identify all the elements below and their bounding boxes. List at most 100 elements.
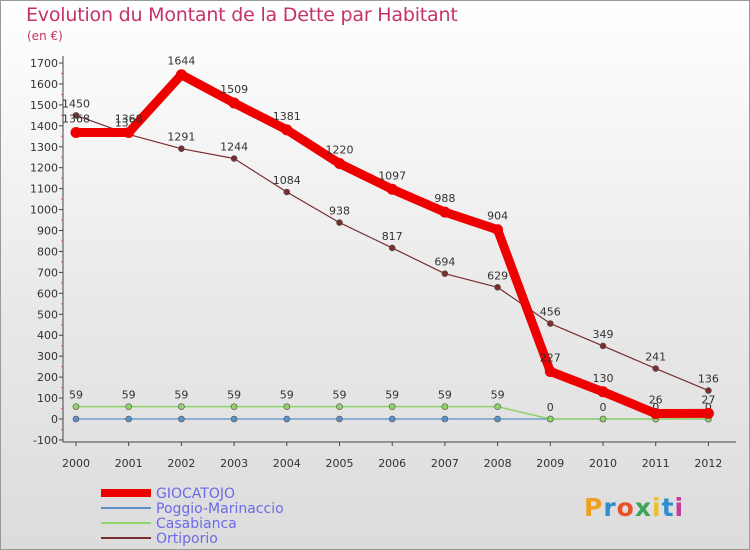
data-label: 1450 — [62, 97, 90, 110]
y-tick-label: 700 — [37, 266, 58, 279]
x-tick-label: 2009 — [536, 457, 564, 470]
y-tick-label: 1700 — [30, 57, 58, 70]
series-line — [71, 70, 713, 419]
data-point — [334, 158, 345, 170]
y-tick-label: 1300 — [30, 141, 58, 154]
data-label: 59 — [227, 389, 241, 402]
data-label: 1644 — [167, 55, 195, 68]
chart-title: Evolution du Montant de la Dette par Hab… — [26, 4, 458, 26]
x-tick-label: 2008 — [484, 457, 512, 470]
data-label: 1097 — [378, 169, 406, 182]
data-point — [72, 112, 80, 119]
data-point — [283, 188, 291, 196]
data-point — [230, 155, 238, 162]
data-point — [494, 283, 501, 291]
y-tick-label: 800 — [37, 245, 58, 258]
data-point — [388, 415, 396, 423]
data-point — [494, 415, 501, 423]
data-label: 59 — [438, 389, 452, 402]
data-label: 1084 — [273, 174, 301, 187]
data-point — [702, 407, 714, 419]
y-tick-label: 900 — [37, 225, 58, 238]
legend-label: GIOCATOJO — [156, 486, 235, 502]
data-label: 456 — [540, 306, 561, 319]
data-label: 26 — [649, 394, 663, 407]
legend-label: Poggio-Marinaccio — [156, 501, 284, 517]
y-tick-label: 300 — [37, 350, 58, 363]
data-point — [441, 403, 449, 410]
data-label: 0 — [600, 401, 607, 414]
data-point — [178, 403, 185, 410]
data-point — [72, 415, 80, 423]
data-point — [123, 127, 135, 139]
data-label: 1291 — [167, 131, 195, 144]
data-label: 904 — [487, 210, 508, 223]
data-point — [388, 244, 396, 252]
data-point — [230, 403, 238, 410]
data-label: 629 — [487, 269, 508, 282]
data-point — [705, 387, 712, 394]
data-label: 59 — [491, 389, 505, 402]
data-point — [546, 320, 554, 327]
logo-letter: i — [674, 493, 685, 522]
data-label: 227 — [540, 351, 561, 364]
x-tick-label: 2003 — [220, 457, 248, 470]
data-point — [441, 270, 449, 277]
y-tick-label: 0 — [51, 413, 58, 426]
data-label: 0 — [652, 401, 659, 414]
y-tick-label: 600 — [37, 287, 58, 300]
y-tick-label: -100 — [33, 434, 58, 447]
data-point — [228, 97, 240, 109]
data-point — [492, 224, 504, 236]
data-point — [336, 403, 343, 410]
x-tick-label: 2000 — [62, 457, 90, 470]
data-label: 0 — [547, 401, 554, 414]
y-tick-label: 1000 — [30, 204, 58, 217]
data-label: 988 — [434, 192, 455, 205]
data-point — [494, 403, 501, 410]
data-point — [70, 127, 82, 139]
y-tick-label: 400 — [37, 329, 58, 342]
data-label: 241 — [645, 351, 666, 364]
data-label: 59 — [69, 389, 83, 402]
data-point — [652, 365, 660, 372]
y-tick-label: 1400 — [30, 120, 58, 133]
x-tick-label: 2005 — [326, 457, 354, 470]
data-label: 694 — [434, 256, 455, 269]
data-point — [175, 69, 187, 81]
data-label: 1509 — [220, 83, 248, 96]
data-label: 136 — [698, 373, 719, 386]
data-label: 1368 — [62, 113, 90, 126]
series-line — [75, 114, 710, 392]
y-tick-label: 1100 — [30, 183, 58, 196]
data-point — [546, 415, 554, 423]
x-tick-label: 2007 — [431, 457, 459, 470]
data-point — [230, 415, 238, 423]
data-point — [650, 408, 662, 420]
data-point — [599, 342, 607, 350]
data-label: 59 — [385, 389, 399, 402]
chart-subtitle: (en €) — [27, 29, 63, 43]
y-tick-label: 1500 — [30, 99, 58, 112]
data-point — [599, 415, 607, 423]
x-tick-label: 2010 — [589, 457, 617, 470]
data-point — [336, 219, 343, 226]
data-point — [283, 403, 291, 410]
data-point — [441, 415, 449, 423]
data-point — [178, 415, 185, 423]
data-label: 1381 — [273, 110, 301, 123]
data-label: 349 — [593, 328, 614, 341]
x-tick-label: 2011 — [642, 457, 670, 470]
logo-letter: x — [634, 493, 652, 522]
data-label: 1244 — [220, 141, 248, 154]
y-tick-label: 200 — [37, 371, 58, 384]
data-label: 59 — [280, 389, 294, 402]
data-point — [597, 386, 609, 398]
x-tick-label: 2001 — [115, 457, 143, 470]
data-point — [388, 403, 396, 410]
data-label: 27 — [701, 393, 715, 406]
data-point — [125, 415, 132, 423]
data-label: 59 — [333, 389, 347, 402]
